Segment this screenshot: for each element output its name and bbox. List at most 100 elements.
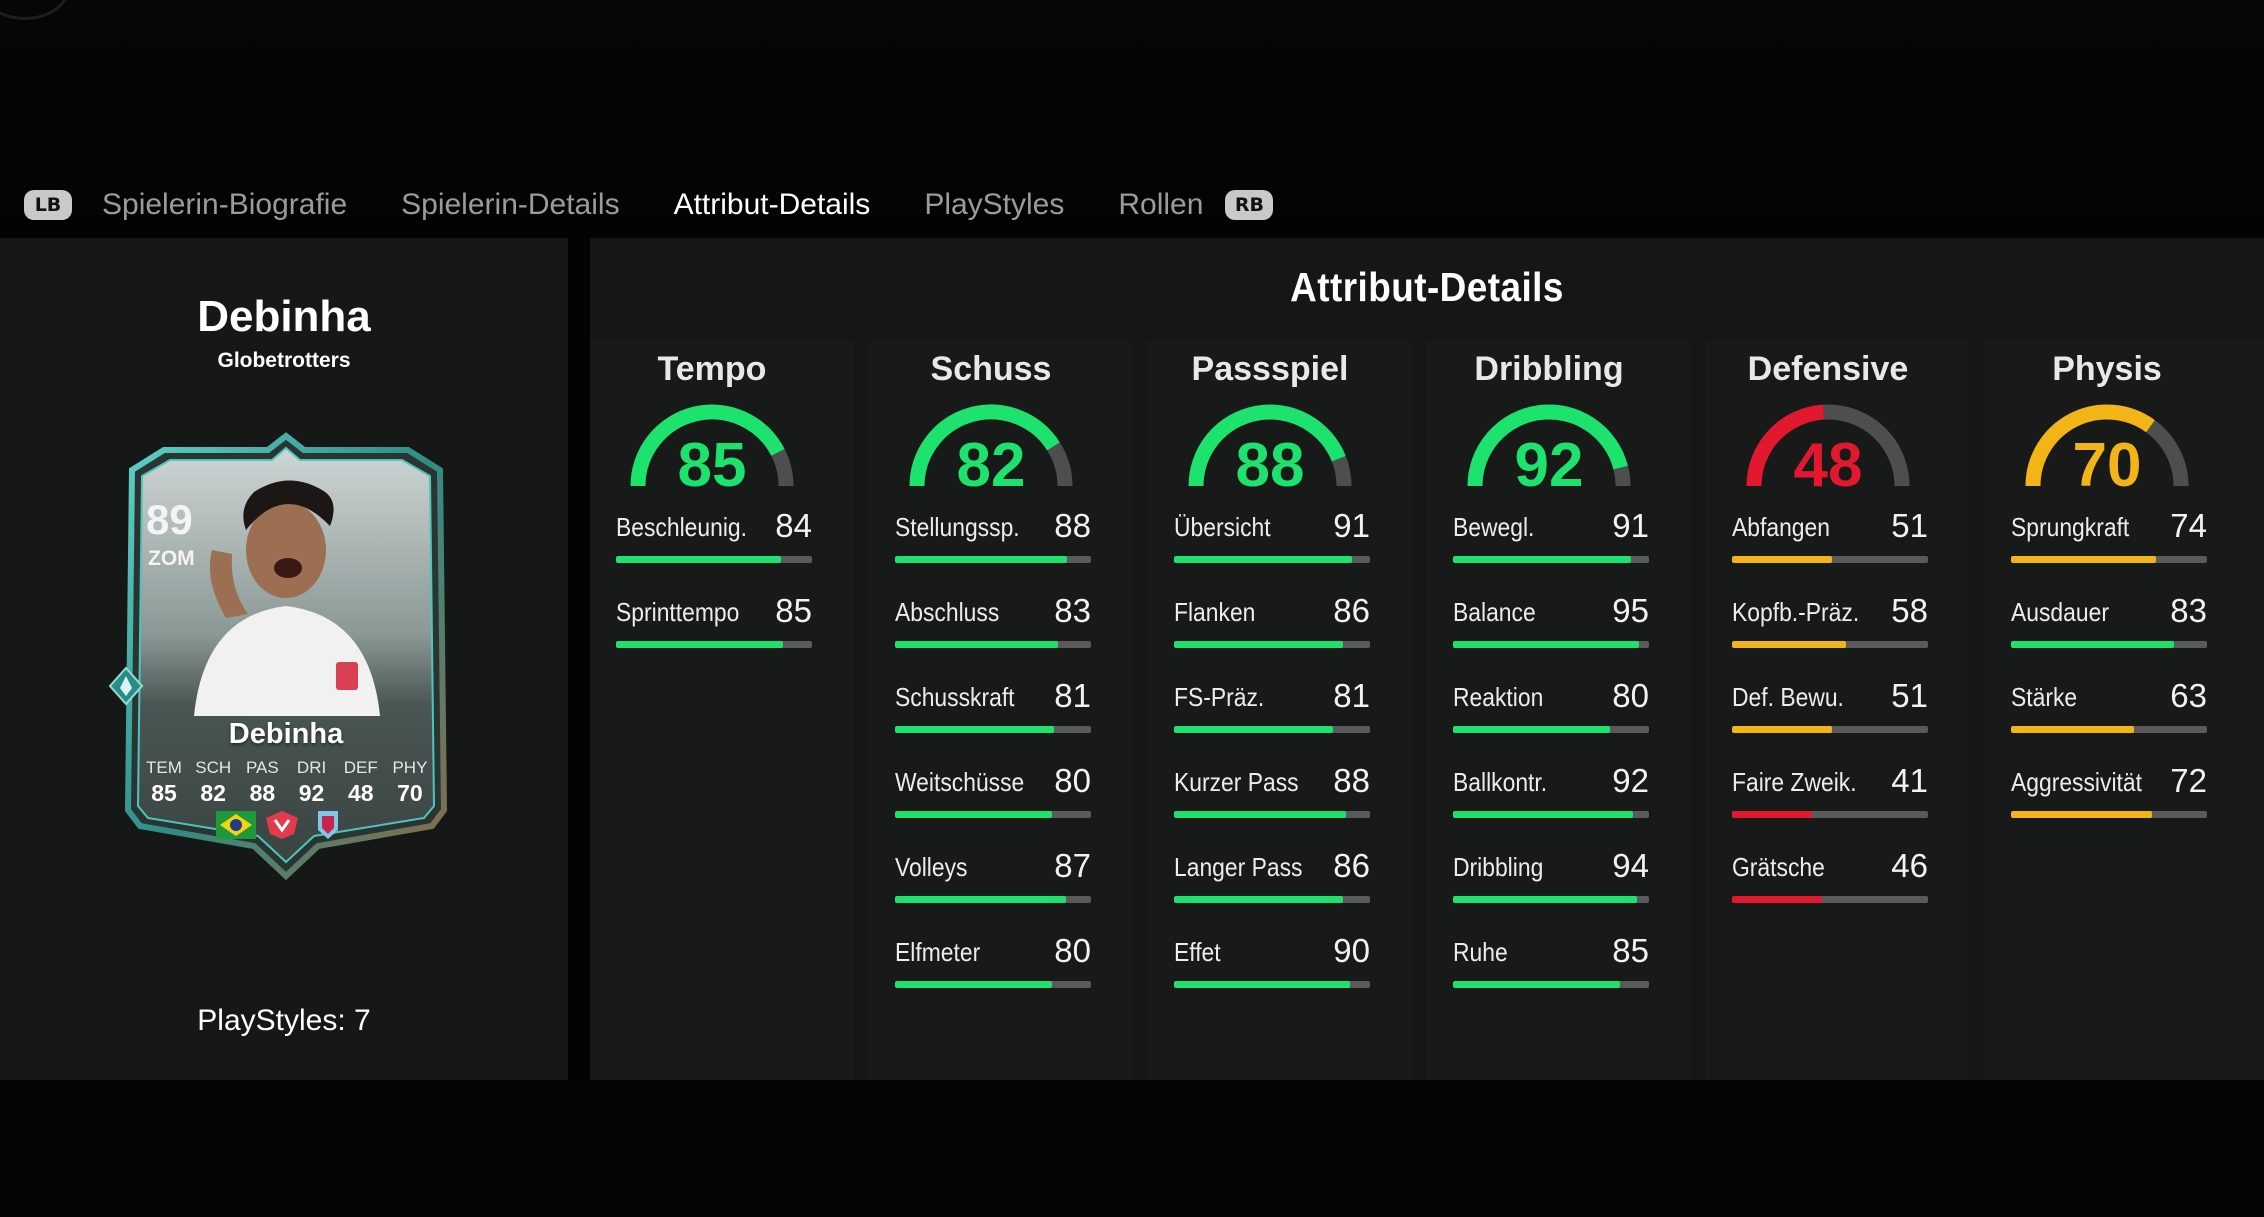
attribute-row[interactable]: Grätsche 46 xyxy=(1732,847,1928,937)
attribute-name: Volleys xyxy=(895,852,968,882)
attribute-value: 81 xyxy=(1054,677,1091,714)
attribute-row[interactable]: Kurzer Pass 88 xyxy=(1174,762,1370,852)
attribute-row[interactable]: Langer Pass 86 xyxy=(1174,847,1370,937)
attribute-bar-fill xyxy=(1174,896,1343,903)
attribute-bar-fill xyxy=(2011,811,2153,818)
card-stat-phy: PHY 70 xyxy=(392,758,428,806)
category-title: Passspiel xyxy=(1191,350,1349,388)
attribute-row[interactable]: Reaktion 80 xyxy=(1453,677,1649,767)
attribute-row[interactable]: Ausdauer 83 xyxy=(2011,592,2207,682)
attribute-row[interactable]: Volleys 87 xyxy=(895,847,1091,937)
attribute-bar-fill xyxy=(895,641,1058,648)
attribute-bar xyxy=(1453,726,1649,733)
attribute-row[interactable]: Aggressivität 72 xyxy=(2011,762,2207,852)
category-passspiel: Passspiel 88 Übersicht 91 Flanken 86 FS-Präz. 8… xyxy=(1154,350,1386,1022)
attribute-bar-fill xyxy=(1174,641,1343,648)
attribute-value: 80 xyxy=(1612,677,1649,714)
attribute-list: Abfangen 51 Kopfb.-Präz. 58 Def. Bewu. 51 Fair… xyxy=(1732,507,1928,937)
tab-spielerin-biografie[interactable]: Spielerin-Biografie xyxy=(102,188,348,221)
gauge-value: 88 xyxy=(1235,431,1305,500)
attribute-row[interactable]: Übersicht 91 xyxy=(1174,507,1370,597)
attribute-row[interactable]: Abfangen 51 xyxy=(1732,507,1928,597)
column-bg-2 xyxy=(868,340,1132,1080)
attribute-name: Reaktion xyxy=(1453,682,1544,712)
attribute-row[interactable]: Sprinttempo 85 xyxy=(616,592,812,682)
card-rating: 89 xyxy=(146,496,193,543)
category-tempo: Tempo 85 Beschleunig. 84 Sprinttempo 85 xyxy=(596,350,828,682)
attribute-name: Def. Bewu. xyxy=(1732,682,1844,712)
attribute-row[interactable]: Schusskraft 81 xyxy=(895,677,1091,767)
attribute-row[interactable]: Ruhe 85 xyxy=(1453,932,1649,1022)
card-stat-pas: PAS 88 xyxy=(245,758,279,806)
attribute-bar xyxy=(1453,896,1649,903)
attribute-bar xyxy=(616,556,812,563)
attribute-name: Abschluss xyxy=(895,597,1000,627)
attribute-row[interactable]: Def. Bewu. 51 xyxy=(1732,677,1928,767)
attribute-value: 91 xyxy=(1612,507,1649,544)
attribute-value: 88 xyxy=(1333,762,1370,799)
attribute-row[interactable]: Kopfb.-Präz. 58 xyxy=(1732,592,1928,682)
playstyles-count[interactable]: PlayStyles: 7 xyxy=(197,1004,371,1037)
attribute-bar xyxy=(895,981,1091,988)
attribute-row[interactable]: Stellungssp. 88 xyxy=(895,507,1091,597)
attribute-name: Schusskraft xyxy=(895,682,1015,712)
attribute-row[interactable]: Weitschüsse 80 xyxy=(895,762,1091,852)
attribute-list: Übersicht 91 Flanken 86 FS-Präz. 81 Kurzer Pas… xyxy=(1174,507,1370,1022)
attribute-bar xyxy=(1453,641,1649,648)
tab-spielerin-details[interactable]: Spielerin-Details xyxy=(401,188,620,221)
rb-bumper-icon[interactable]: RB xyxy=(1225,190,1274,220)
attribute-bar xyxy=(1174,896,1370,903)
card-frame xyxy=(124,432,448,881)
column-bg-5 xyxy=(1705,340,1969,1080)
attribute-value: 41 xyxy=(1891,762,1928,799)
lb-bumper-icon[interactable]: LB xyxy=(24,190,72,220)
gauge-value: 85 xyxy=(677,431,747,500)
attribute-value: 84 xyxy=(775,507,812,544)
attribute-name: Stärke xyxy=(2011,682,2078,712)
attribute-bar xyxy=(2011,726,2207,733)
attribute-name: Balance xyxy=(1453,597,1536,627)
attribute-bar-fill xyxy=(616,556,781,563)
attribute-row[interactable]: Balance 95 xyxy=(1453,592,1649,682)
attribute-bar xyxy=(1732,726,1928,733)
tab-playstyles[interactable]: PlayStyles xyxy=(924,188,1065,221)
attribute-value: 81 xyxy=(1333,677,1370,714)
tab-bar: LB Spielerin-Biografie Spielerin-Details… xyxy=(24,180,1274,230)
gauge-fill xyxy=(1746,404,1825,487)
attribute-list: Beschleunig. 84 Sprinttempo 85 xyxy=(616,507,812,682)
attribute-bar xyxy=(1732,811,1928,818)
attribute-bar-fill xyxy=(1732,811,1813,818)
attribute-bar xyxy=(1453,811,1649,818)
attribute-row[interactable]: Ballkontr. 92 xyxy=(1453,762,1649,852)
attribute-bar-fill xyxy=(895,726,1054,733)
tab-rollen[interactable]: Rollen xyxy=(1118,188,1204,221)
attribute-row[interactable]: Elfmeter 80 xyxy=(895,932,1091,1022)
attribute-value: 74 xyxy=(2170,507,2207,544)
attribute-row[interactable]: Effet 90 xyxy=(1174,932,1370,1022)
attribute-bar xyxy=(895,726,1091,733)
attribute-name: FS-Präz. xyxy=(1174,682,1265,712)
attribute-row[interactable]: Bewegl. 91 xyxy=(1453,507,1649,597)
attribute-name: Beschleunig. xyxy=(616,512,748,542)
tab-attribut-details[interactable]: Attribut-Details xyxy=(673,188,871,221)
attribute-bar xyxy=(1174,726,1370,733)
attribute-row[interactable]: Flanken 86 xyxy=(1174,592,1370,682)
attribute-row[interactable]: Dribbling 94 xyxy=(1453,847,1649,937)
gauge-value: 92 xyxy=(1514,431,1584,500)
attribute-name: Kurzer Pass xyxy=(1174,767,1299,797)
gauge-fill xyxy=(909,404,1060,487)
attribute-bar-fill xyxy=(1174,811,1347,818)
attribute-row[interactable]: Sprungkraft 74 xyxy=(2011,507,2207,597)
attribute-row[interactable]: Beschleunig. 84 xyxy=(616,507,812,597)
attribute-row[interactable]: Abschluss 83 xyxy=(895,592,1091,682)
attribute-name: Faire Zweik. xyxy=(1732,767,1857,797)
attribute-row[interactable]: Stärke 63 xyxy=(2011,677,2207,767)
attribute-value: 83 xyxy=(1054,592,1091,629)
attribute-bar xyxy=(895,811,1091,818)
attribute-value: 86 xyxy=(1333,592,1370,629)
attribute-row[interactable]: Faire Zweik. 41 xyxy=(1732,762,1928,852)
attribute-bar xyxy=(616,641,812,648)
attribute-row[interactable]: FS-Präz. 81 xyxy=(1174,677,1370,767)
attribute-name: Flanken xyxy=(1174,597,1256,627)
card-stat-def: DEF 48 xyxy=(343,758,378,806)
